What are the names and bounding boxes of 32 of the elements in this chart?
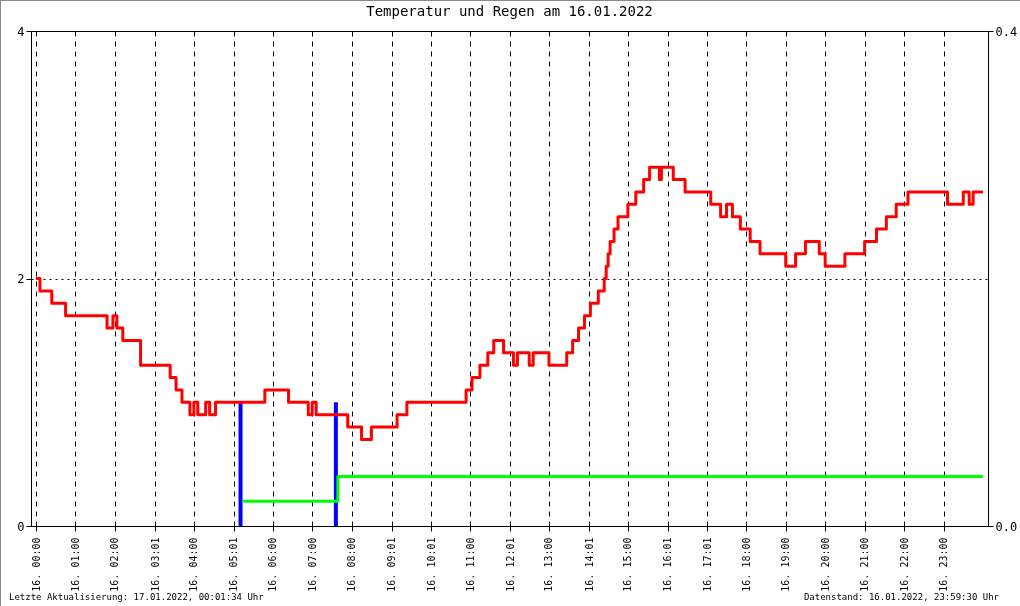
x-tick-label: 16. 15:00 <box>622 537 634 592</box>
x-tick-label: 16. 17:01 <box>701 537 713 592</box>
text: Datenstand: 16.01.2022, 23:59:30 Uhr <box>803 592 999 602</box>
y-tick-label: 0 <box>17 519 25 534</box>
x-tick-label: 16. 14:01 <box>583 537 595 592</box>
y2-tick-label: 0.4 <box>995 24 1018 39</box>
y-tick-label: 2 <box>17 272 25 286</box>
x-tick-label: 16. 18:00 <box>740 537 752 592</box>
x-tick-label: 16. 13:00 <box>543 537 555 592</box>
x-tick-label: 16. 00:00 <box>30 537 42 592</box>
x-tick-label: 16. 09:01 <box>386 537 398 592</box>
x-tick-label: 16. 12:01 <box>504 537 516 592</box>
y2-tick-label: 0.0 <box>995 519 1018 534</box>
x-tick-label: 16. 04:00 <box>188 537 200 592</box>
x-tick-label: 16. 02:00 <box>109 537 121 592</box>
x-tick-label: 16. 03:01 <box>149 537 161 592</box>
x-tick-label: 16. 10:01 <box>425 537 437 592</box>
x-tick-label: 16. 11:00 <box>464 537 476 592</box>
x-tick-label: 16. 23:00 <box>938 537 950 592</box>
x-tick-label: 16. 16:01 <box>662 537 674 592</box>
chart-title: Temperatur und Regen am 16.01.2022 <box>366 3 653 19</box>
x-tick-label: 16. 21:00 <box>859 537 871 592</box>
x-tick-label: 16. 20:00 <box>819 537 831 592</box>
x-tick-label: 16. 06:00 <box>267 537 279 592</box>
y-tick-label: 4 <box>17 24 25 39</box>
x-tick-label: 16. 01:00 <box>69 537 81 592</box>
x-tick-label: 16. 19:00 <box>780 537 792 592</box>
x-tick-label: 16. 22:00 <box>898 537 910 592</box>
x-tick-label: 16. 07:00 <box>306 537 318 592</box>
x-tick-label: 16. 08:00 <box>346 537 358 592</box>
x-tick-label: 16. 05:01 <box>228 537 240 592</box>
text: Letzte Aktualisierung: 17.01.2022, 00:01:34 Uhr <box>9 592 264 602</box>
